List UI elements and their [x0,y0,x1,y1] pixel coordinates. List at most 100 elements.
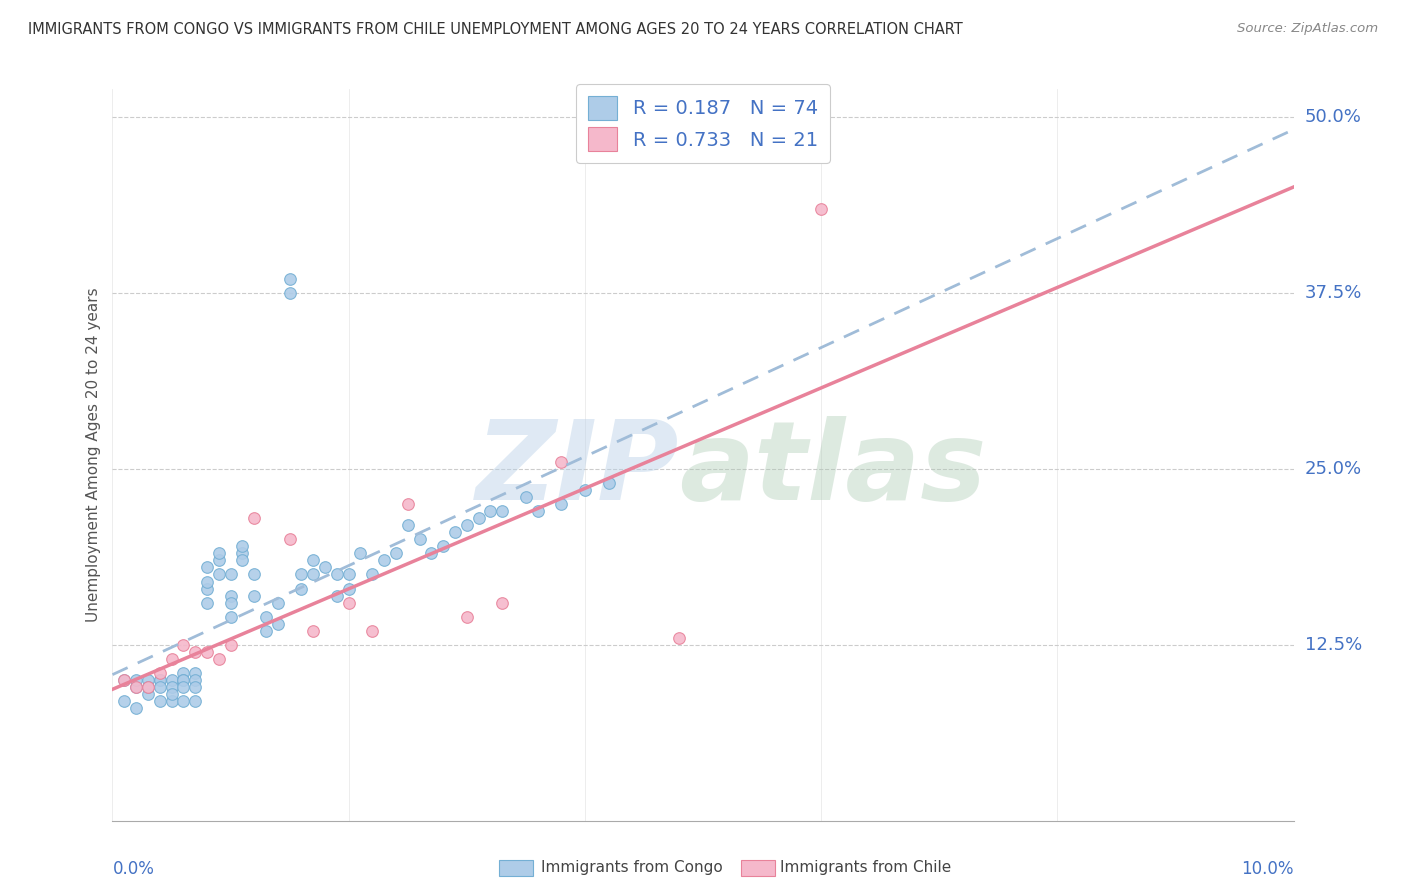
Point [314,560,336,574]
Text: 25.0%: 25.0% [1305,460,1362,478]
Point [278,286,301,301]
Point [184,673,207,687]
Point [231,546,253,560]
Text: Source: ZipAtlas.com: Source: ZipAtlas.com [1237,22,1378,36]
Point [149,665,172,680]
Point [208,652,231,666]
Point [160,673,183,687]
Point [184,680,207,694]
Point [598,476,620,491]
Text: 50.0%: 50.0% [1305,108,1361,127]
Point [149,673,172,687]
Text: ZIP: ZIP [475,416,679,523]
Point [160,694,183,708]
Point [444,525,467,540]
Point [361,624,384,638]
Point [112,694,135,708]
Point [149,680,172,694]
Point [112,673,135,687]
Point [160,652,183,666]
Point [385,546,408,560]
Y-axis label: Unemployment Among Ages 20 to 24 years: Unemployment Among Ages 20 to 24 years [86,287,101,623]
Text: 37.5%: 37.5% [1305,285,1362,302]
Point [243,567,266,582]
Point [810,202,832,216]
Point [208,567,231,582]
Point [432,539,454,553]
Point [302,553,325,567]
Text: Immigrants from Chile: Immigrants from Chile [780,860,952,874]
Point [396,518,419,533]
Point [254,609,277,624]
Point [184,645,207,659]
Point [550,455,572,469]
Point [172,694,194,708]
Point [408,533,430,547]
Point [526,504,548,518]
Point [574,483,596,497]
Point [361,567,384,582]
Point [208,546,231,560]
Point [479,504,502,518]
Point [149,694,172,708]
Point [337,596,360,610]
Point [337,582,360,596]
Point [456,518,478,533]
Point [136,673,159,687]
Point [337,567,360,582]
Point [302,567,325,582]
Point [290,567,312,582]
Text: Immigrants from Congo: Immigrants from Congo [541,860,723,874]
Text: IMMIGRANTS FROM CONGO VS IMMIGRANTS FROM CHILE UNEMPLOYMENT AMONG AGES 20 TO 24 : IMMIGRANTS FROM CONGO VS IMMIGRANTS FROM… [28,22,963,37]
Point [491,504,513,518]
Text: 12.5%: 12.5% [1305,636,1362,654]
Text: 0.0%: 0.0% [112,860,155,878]
Point [125,680,148,694]
Point [149,673,172,687]
Point [243,511,266,525]
Point [136,680,159,694]
Point [278,272,301,286]
Point [195,582,218,596]
Legend: R = 0.187   N = 74, R = 0.733   N = 21: R = 0.187 N = 74, R = 0.733 N = 21 [576,84,830,163]
Point [125,673,148,687]
Point [195,645,218,659]
Point [195,560,218,574]
Point [219,609,242,624]
Point [515,490,537,504]
Point [278,533,301,547]
Point [112,673,135,687]
Point [195,596,218,610]
Point [125,701,148,715]
Point [195,574,218,589]
Point [349,546,371,560]
Point [125,680,148,694]
Point [373,553,395,567]
Point [326,567,349,582]
Point [184,665,207,680]
Point [254,624,277,638]
Point [396,497,419,511]
Point [243,589,266,603]
Point [491,596,513,610]
Point [326,589,349,603]
Point [420,546,443,560]
Point [219,596,242,610]
Point [231,539,253,553]
Point [668,631,690,645]
Point [219,589,242,603]
Point [267,616,290,631]
Point [136,680,159,694]
Point [172,673,194,687]
Point [172,665,194,680]
Point [467,511,489,525]
Point [160,687,183,701]
Point [172,638,194,652]
Point [136,687,159,701]
Point [231,553,253,567]
Point [302,624,325,638]
Point [172,673,194,687]
Point [172,680,194,694]
Point [290,582,312,596]
Point [456,609,478,624]
